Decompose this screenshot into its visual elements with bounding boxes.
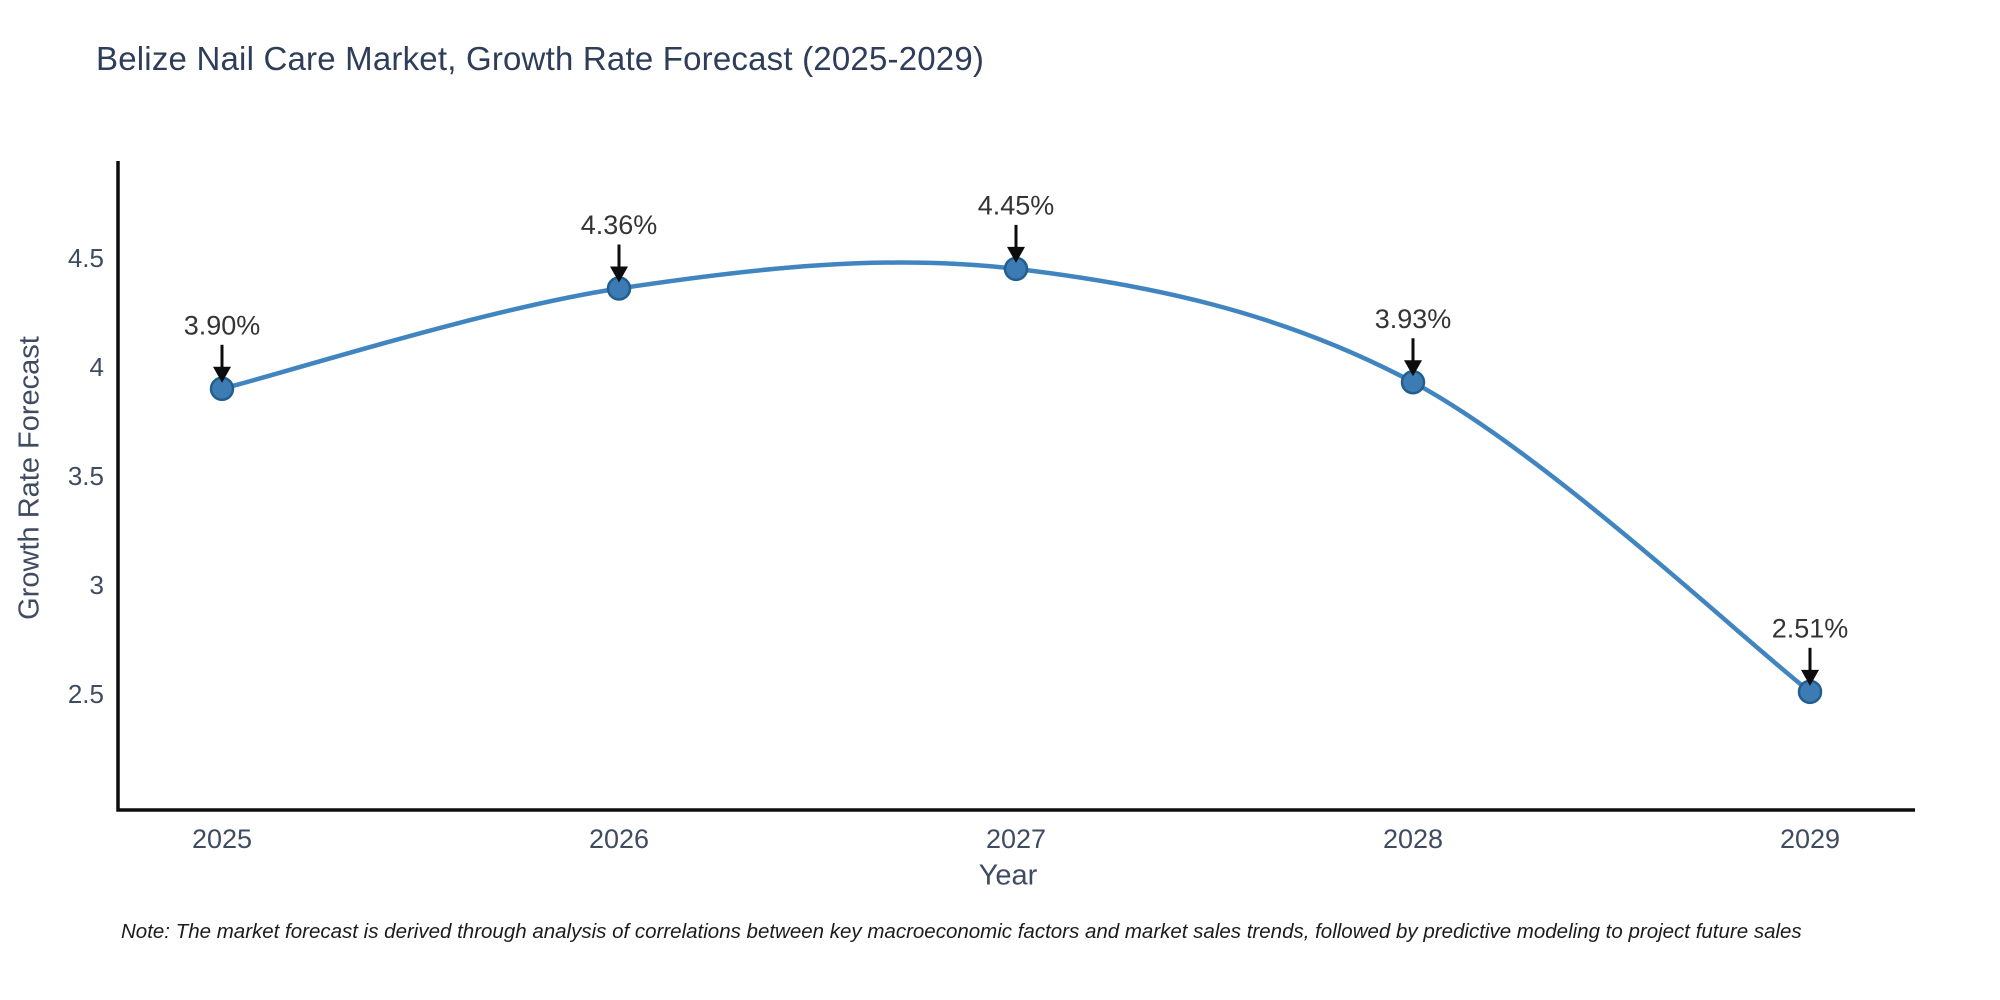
y-tick-label: 4 <box>90 352 104 382</box>
y-tick-label: 3 <box>90 570 104 600</box>
x-tick-label: 2025 <box>192 824 252 854</box>
annotation-arrow-head <box>1007 246 1025 263</box>
annotation-arrow-head <box>610 266 628 283</box>
x-tick-label: 2028 <box>1383 824 1443 854</box>
x-axis-title: Year <box>978 859 1038 892</box>
annotation-arrow-head <box>1801 669 1819 686</box>
point-annotation: 2.51% <box>1772 614 1849 644</box>
footnote: Note: The market forecast is derived thr… <box>121 920 1802 943</box>
annotation-arrow-head <box>213 366 231 383</box>
point-annotation: 3.93% <box>1375 304 1452 334</box>
axis-spines <box>116 161 1915 812</box>
point-annotation: 3.90% <box>184 311 261 341</box>
x-tick-label: 2026 <box>589 824 649 854</box>
y-tick-label: 3.5 <box>68 461 104 491</box>
y-tick-label: 2.5 <box>68 679 104 709</box>
trend-line <box>219 260 1813 695</box>
point-annotation: 4.45% <box>978 191 1055 221</box>
point-annotation: 4.36% <box>581 210 658 240</box>
x-tick-label: 2027 <box>986 824 1046 854</box>
x-tick-label: 2029 <box>1780 824 1840 854</box>
chart-title: Belize Nail Care Market, Growth Rate For… <box>96 40 985 77</box>
annotation-arrow-head <box>1404 360 1422 377</box>
y-tick-label: 4.5 <box>68 243 104 273</box>
